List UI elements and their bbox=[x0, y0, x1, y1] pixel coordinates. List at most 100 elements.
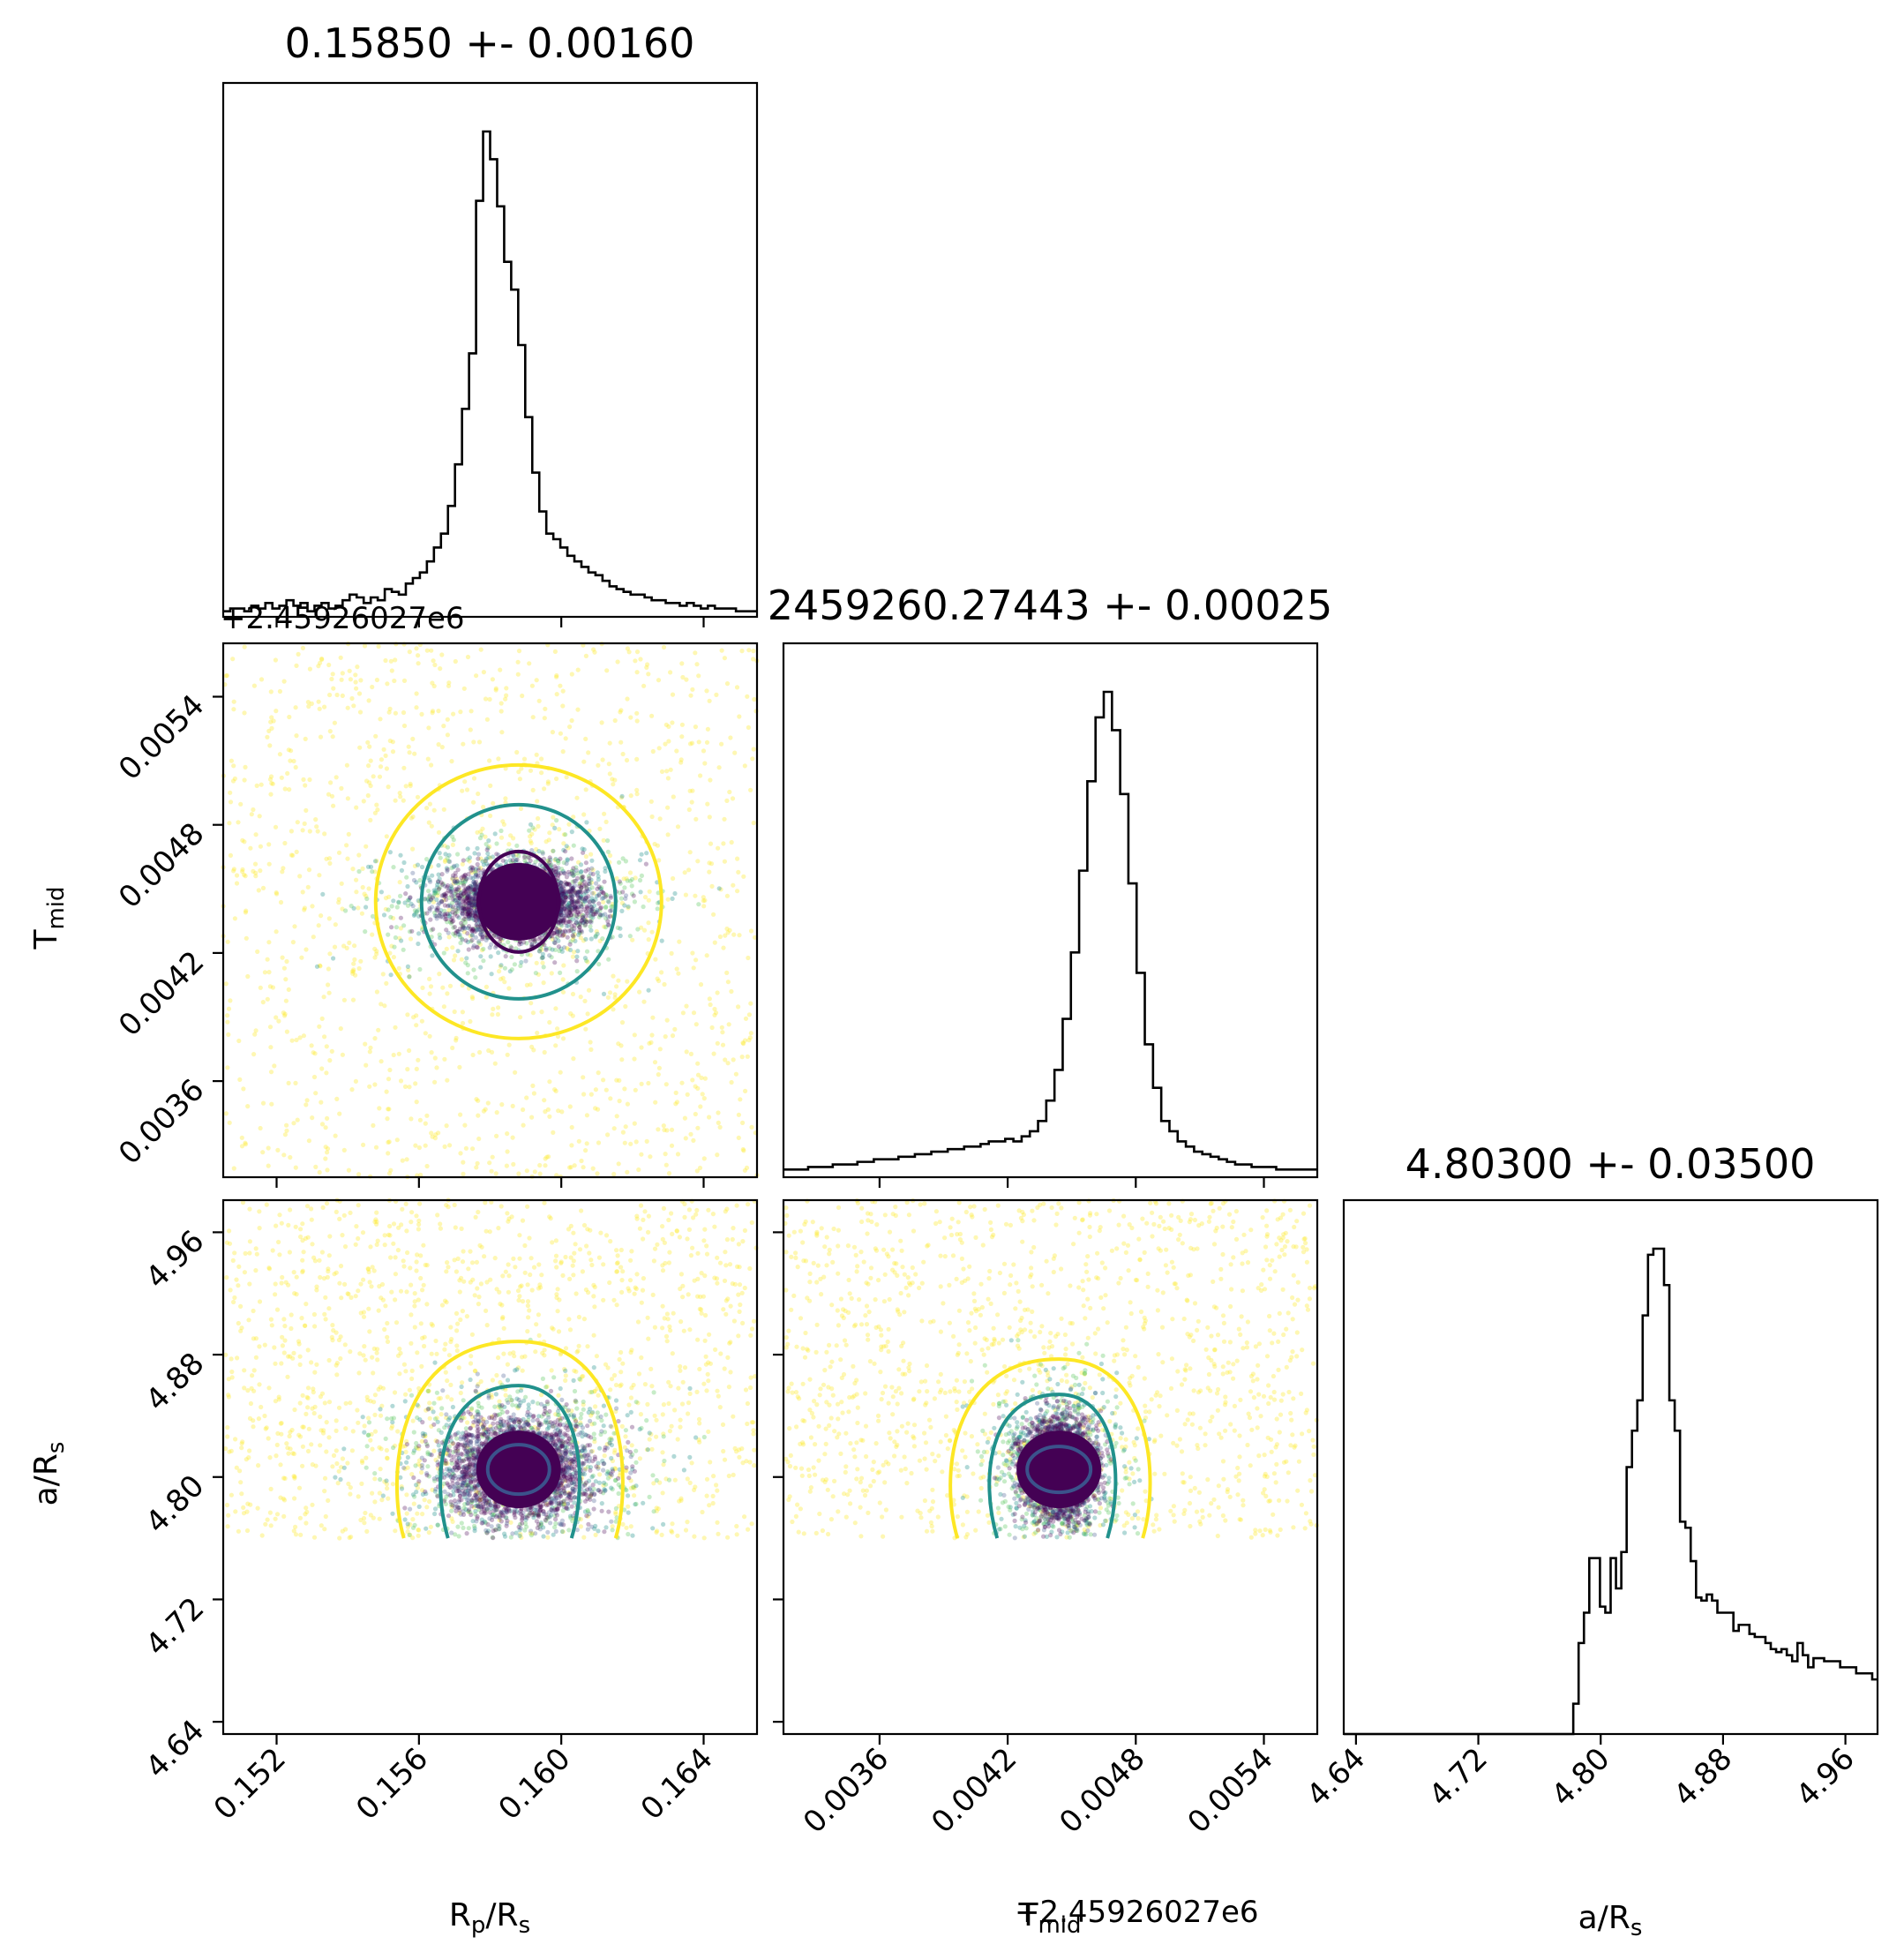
scatter-point bbox=[623, 859, 629, 864]
scatter-point bbox=[239, 1135, 244, 1140]
scatter-point bbox=[268, 792, 274, 797]
scatter-point bbox=[416, 1145, 422, 1151]
scatter-point bbox=[596, 877, 602, 882]
scatter-point bbox=[449, 885, 454, 890]
scatter-point bbox=[606, 762, 611, 767]
scatter-point bbox=[398, 794, 403, 800]
scatter-point bbox=[570, 991, 576, 997]
scatter-point bbox=[227, 1120, 232, 1125]
scatter-point bbox=[573, 938, 578, 943]
scatter-point bbox=[386, 709, 392, 715]
scatter-point bbox=[550, 947, 555, 952]
scatter-point bbox=[740, 1040, 746, 1046]
scatter-point bbox=[656, 678, 662, 683]
scatter-point bbox=[336, 900, 341, 905]
scatter-point bbox=[545, 1107, 551, 1112]
scatter-point bbox=[319, 1122, 326, 1127]
scatter-point bbox=[577, 921, 583, 927]
scatter-point bbox=[649, 713, 655, 718]
scatter-point bbox=[543, 706, 548, 711]
scatter-point bbox=[224, 672, 229, 679]
scatter-point bbox=[500, 858, 506, 863]
scatter-point bbox=[656, 858, 662, 863]
scatter-point bbox=[496, 1005, 501, 1010]
scatter-point bbox=[437, 932, 442, 937]
scatter-point bbox=[705, 726, 711, 732]
scatter-point bbox=[575, 707, 581, 712]
scatter-point bbox=[352, 957, 357, 962]
scatter-point bbox=[473, 869, 478, 875]
scatter-point bbox=[684, 1049, 689, 1055]
scatter-point bbox=[285, 770, 290, 777]
scatter-point bbox=[464, 909, 469, 914]
scatter-point bbox=[506, 940, 511, 945]
scatter-point bbox=[362, 643, 368, 649]
scatter-point bbox=[723, 933, 728, 938]
scatter-point bbox=[233, 1437, 238, 1442]
scatter-point bbox=[498, 963, 504, 968]
scatter-point bbox=[474, 1165, 479, 1170]
scatter-point bbox=[669, 1423, 674, 1429]
scatter-point bbox=[746, 1012, 753, 1017]
scatter-point bbox=[425, 756, 431, 762]
scatter-point bbox=[446, 859, 452, 864]
scatter-point bbox=[603, 819, 609, 825]
scatter-point bbox=[420, 985, 425, 990]
scatter-point bbox=[408, 783, 413, 789]
scatter-point bbox=[427, 877, 432, 883]
scatter-point bbox=[442, 1144, 447, 1149]
scatter-point bbox=[457, 887, 462, 893]
scatter-point bbox=[601, 895, 606, 901]
scatter-point bbox=[474, 927, 479, 932]
scatter-point bbox=[566, 901, 572, 906]
scatter-point bbox=[591, 890, 596, 896]
scatter-point bbox=[413, 1143, 418, 1148]
scatter-point bbox=[720, 1042, 726, 1047]
scatter-point bbox=[344, 945, 349, 950]
scatter-point bbox=[293, 1080, 298, 1085]
scatter-point bbox=[271, 718, 276, 724]
scatter-point bbox=[618, 926, 623, 931]
scatter-point bbox=[714, 692, 719, 698]
scatter-point bbox=[258, 985, 263, 990]
scatter-point bbox=[607, 990, 613, 995]
scatter-point bbox=[317, 1258, 322, 1263]
scatter-point bbox=[304, 947, 309, 952]
scatter-point bbox=[301, 777, 306, 783]
scatter-point bbox=[454, 876, 460, 882]
scatter-point bbox=[417, 877, 423, 883]
scatter-point bbox=[441, 897, 446, 903]
scatter-point bbox=[374, 859, 379, 864]
scatter-point bbox=[314, 1362, 319, 1367]
scatter-point bbox=[516, 649, 522, 654]
scatter-point bbox=[371, 774, 376, 779]
scatter-point bbox=[489, 972, 494, 977]
scatter-point bbox=[497, 969, 502, 974]
scatter-point bbox=[400, 1158, 405, 1163]
scatter-point bbox=[698, 773, 703, 778]
scatter-point bbox=[611, 973, 616, 979]
scatter-point bbox=[431, 888, 437, 893]
scatter-point bbox=[317, 1169, 322, 1175]
scatter-point bbox=[474, 922, 479, 927]
scatter-point bbox=[650, 748, 656, 755]
scatter-point bbox=[722, 816, 727, 822]
scatter-point bbox=[528, 982, 533, 987]
scatter-point bbox=[231, 707, 236, 712]
scatter-point bbox=[360, 884, 365, 890]
scatter-point bbox=[408, 1265, 413, 1271]
scatter-point bbox=[414, 646, 419, 651]
scatter-point bbox=[333, 1133, 338, 1138]
scatter-point bbox=[291, 758, 296, 764]
scatter-point bbox=[686, 867, 692, 873]
scatter-point bbox=[345, 705, 350, 710]
scatter-point bbox=[567, 915, 573, 920]
scatter-point bbox=[584, 920, 589, 925]
scatter-point bbox=[351, 969, 356, 974]
scatter-point bbox=[253, 874, 259, 879]
scatter-point bbox=[488, 954, 493, 959]
scatter-point bbox=[571, 1258, 576, 1264]
scatter-point bbox=[541, 965, 546, 970]
scatter-point bbox=[488, 813, 493, 819]
scatter-point bbox=[587, 899, 592, 905]
